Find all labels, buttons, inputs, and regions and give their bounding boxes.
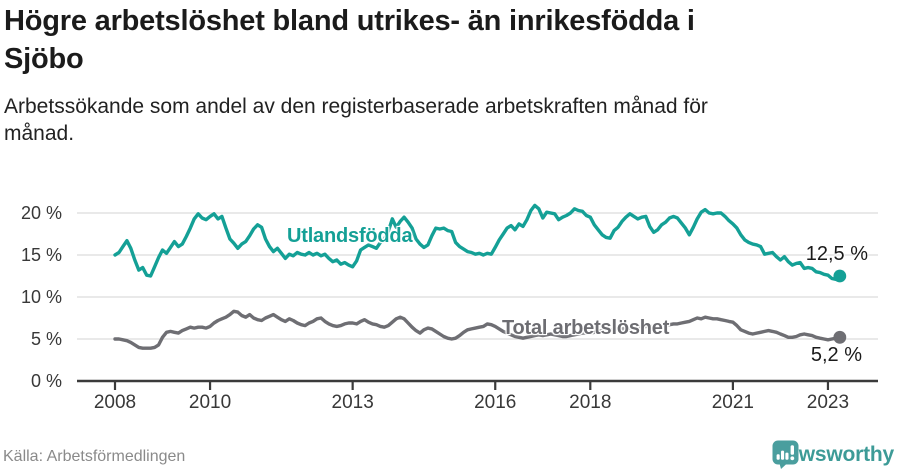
x-axis-tick-label: 2013 xyxy=(331,392,374,413)
x-axis-tick-label: 2023 xyxy=(806,392,850,413)
end-value-label-total: 5,2 % xyxy=(810,344,862,366)
end-value-label-utlandsfodda: 12,5 % xyxy=(805,243,868,265)
series-line-0 xyxy=(113,203,842,282)
newsworthy-logo-icon xyxy=(772,440,799,469)
x-axis-tick-label: 2018 xyxy=(569,392,612,413)
y-axis-tick-label: 0 % xyxy=(30,371,62,391)
series-label-total: Total arbetslöshet xyxy=(502,317,670,339)
newsworthy-wordmark: Newsworthy xyxy=(772,443,894,466)
x-axis-tick-label: 2008 xyxy=(93,392,137,413)
series-end-dot-0 xyxy=(833,269,847,283)
x-axis-tick-label: 2021 xyxy=(711,392,755,413)
chart-subtitle: Arbetssökande som andel av den registerb… xyxy=(4,95,708,145)
x-axis-tick-label: 2016 xyxy=(474,392,517,413)
y-axis-tick-label: 5 % xyxy=(30,329,62,349)
series-line-1 xyxy=(113,309,842,350)
y-axis-tick-label: 10 % xyxy=(20,287,62,307)
newsworthy-brand: Newsworthy xyxy=(772,440,894,470)
x-axis-tick-label: 2010 xyxy=(188,392,232,413)
source-credit: Källa: Arbetsförmedlingen xyxy=(3,448,186,465)
series-end-dot-1 xyxy=(833,330,847,344)
page-title: Högre arbetslöshet bland utrikes- än inr… xyxy=(4,5,695,75)
y-axis-tick-label: 20 % xyxy=(20,203,62,223)
y-axis-tick-label: 15 % xyxy=(20,245,62,265)
series-label-utlandsfodda: Utlandsfödda xyxy=(287,225,413,247)
